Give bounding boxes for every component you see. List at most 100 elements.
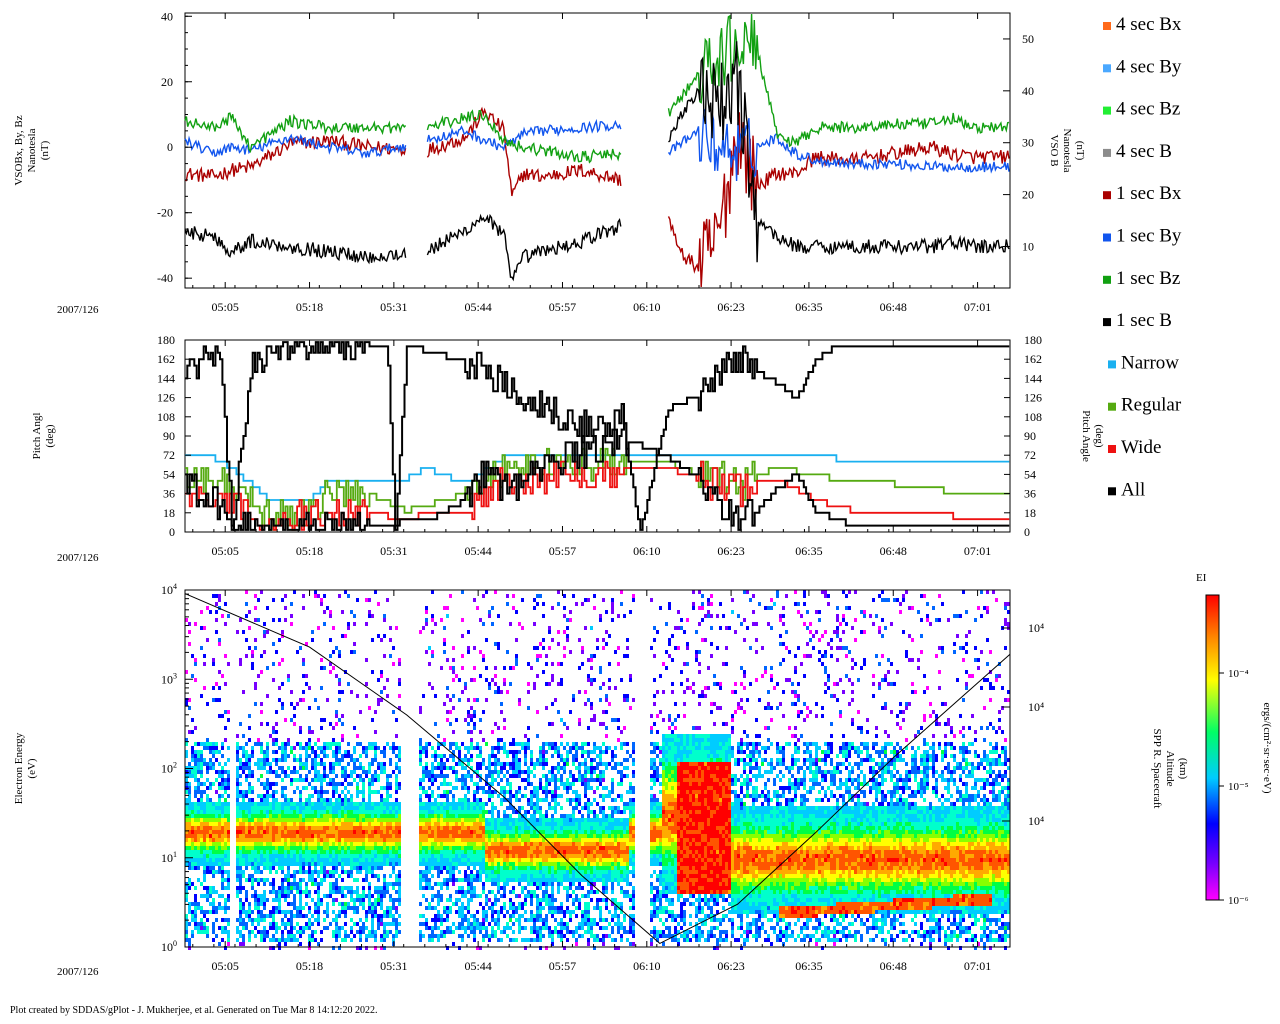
spectrogram-cell — [302, 930, 305, 934]
spectrogram-cell — [266, 866, 269, 870]
spectrogram-cell — [284, 846, 287, 850]
spectrogram-cell — [533, 866, 536, 870]
spectrogram-cell — [314, 698, 317, 702]
spectrogram-cell — [284, 814, 287, 818]
spectrogram-cell — [323, 866, 326, 870]
spectrogram-cell — [293, 886, 296, 890]
spectrogram-cell — [425, 618, 428, 622]
spectrogram-cell — [290, 854, 293, 858]
spectrogram-cell — [446, 826, 449, 830]
spectrogram-cell — [188, 830, 191, 834]
spectrogram-cell — [311, 850, 314, 854]
spectrogram-cell — [284, 750, 287, 754]
spectrogram-cell — [308, 798, 311, 802]
spectrogram-cell — [248, 626, 251, 630]
spectrogram-cell — [386, 882, 389, 886]
spectrogram-cell — [317, 810, 320, 814]
spectrogram-cell — [563, 770, 566, 774]
spectrogram-cell — [257, 918, 260, 922]
spectrogram-cell — [287, 678, 290, 682]
spectrogram-cell — [458, 798, 461, 802]
spectrogram-cell — [263, 766, 266, 770]
spectrogram-cell — [395, 834, 398, 838]
spectrogram-cell — [479, 650, 482, 654]
spectrogram-cell — [545, 854, 548, 858]
spectrogram-cell — [365, 934, 368, 938]
spectrogram-cell — [266, 862, 269, 866]
spectrogram-cell — [263, 650, 266, 654]
spectrogram-cell — [200, 818, 203, 822]
spectrogram-cell — [281, 894, 284, 898]
spectrogram-cell — [518, 822, 521, 826]
spectrogram-cell — [338, 742, 341, 746]
spectrogram-cell — [455, 890, 458, 894]
spectrogram-cell — [491, 606, 494, 610]
spectrogram-cell — [488, 906, 491, 910]
spectrogram-cell — [458, 806, 461, 810]
spectrogram-cell — [314, 810, 317, 814]
spectrogram-cell — [251, 850, 254, 854]
spectrogram-cell — [440, 870, 443, 874]
spectrogram-cell — [245, 922, 248, 926]
spectrogram-cell — [362, 826, 365, 830]
spectrogram-cell — [296, 702, 299, 706]
spectrogram-cell — [398, 694, 401, 698]
spectrogram-cell — [395, 782, 398, 786]
spectrogram-cell — [428, 850, 431, 854]
spectrogram-cell — [518, 622, 521, 626]
spectrogram-cell — [254, 806, 257, 810]
spectrogram-cell — [467, 886, 470, 890]
spectrogram-cell — [533, 870, 536, 874]
spectrogram-cell — [554, 862, 557, 866]
spectrogram-cell — [449, 862, 452, 866]
spectrogram-cell — [242, 762, 245, 766]
spectrogram-cell — [221, 878, 224, 882]
spectrogram-cell — [266, 814, 269, 818]
spectrogram-cell — [380, 890, 383, 894]
spectrogram-cell — [353, 830, 356, 834]
spectrogram-cell — [350, 822, 353, 826]
spectrogram-cell — [551, 910, 554, 914]
spectrogram-cell — [545, 774, 548, 778]
spectrogram-cell — [395, 802, 398, 806]
spectrogram-cell — [242, 822, 245, 826]
spectrogram-cell — [338, 830, 341, 834]
spectrogram-cell — [467, 810, 470, 814]
spectrogram-cell — [428, 882, 431, 886]
spectrogram-cell — [467, 902, 470, 906]
spectrogram-cell — [251, 818, 254, 822]
spectrogram-cell — [497, 854, 500, 858]
spectrogram-cell — [266, 782, 269, 786]
spectrogram-cell — [422, 626, 425, 630]
spectrogram-cell — [419, 842, 422, 846]
spectrogram-cell — [488, 934, 491, 938]
spectrogram-cell — [218, 774, 221, 778]
spectrogram-cell — [227, 662, 230, 666]
spectrogram-cell — [386, 826, 389, 830]
spectrogram-cell — [560, 754, 563, 758]
spectrogram-cell — [320, 834, 323, 838]
spectrogram-cell — [218, 858, 221, 862]
spectrogram-cell — [461, 902, 464, 906]
spectrogram-cell — [482, 934, 485, 938]
spectrogram-cell — [461, 830, 464, 834]
spectrogram-cell — [362, 750, 365, 754]
spectrogram-cell — [185, 822, 188, 826]
spectrogram-cell — [206, 826, 209, 830]
spectrogram-cell — [344, 830, 347, 834]
spectrogram-cell — [311, 802, 314, 806]
spectrogram-cell — [200, 806, 203, 810]
spectrogram-cell — [311, 846, 314, 850]
spectrogram-cell — [263, 902, 266, 906]
spectrogram-cell — [344, 834, 347, 838]
spectrogram-cell — [197, 762, 200, 766]
spectrogram-cell — [398, 890, 401, 894]
spectrogram-cell — [197, 742, 200, 746]
spectrogram-cell — [524, 834, 527, 838]
spectrogram-cell — [215, 858, 218, 862]
spectrogram-cell — [239, 814, 242, 818]
spectrogram-cell — [197, 838, 200, 842]
spectrogram-cell — [443, 834, 446, 838]
spectrogram-cell — [458, 750, 461, 754]
spectrogram-cell — [470, 730, 473, 734]
